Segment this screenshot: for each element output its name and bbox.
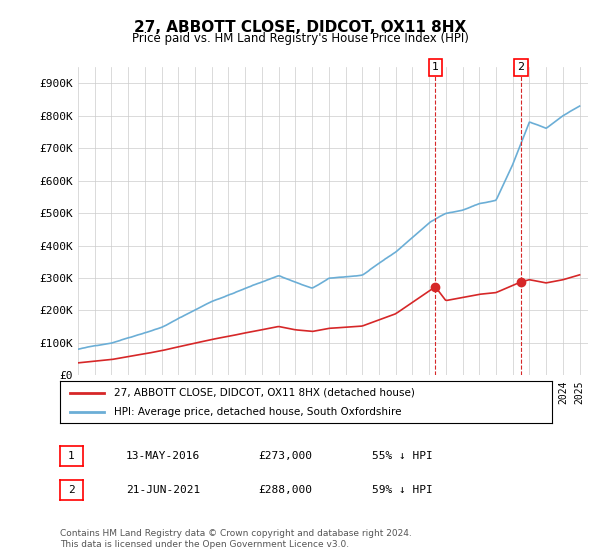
Text: 27, ABBOTT CLOSE, DIDCOT, OX11 8HX (detached house): 27, ABBOTT CLOSE, DIDCOT, OX11 8HX (deta… bbox=[114, 388, 415, 398]
Text: 21-JUN-2021: 21-JUN-2021 bbox=[126, 485, 200, 495]
Text: Price paid vs. HM Land Registry's House Price Index (HPI): Price paid vs. HM Land Registry's House … bbox=[131, 32, 469, 45]
Text: £288,000: £288,000 bbox=[258, 485, 312, 495]
Text: 2: 2 bbox=[68, 485, 75, 495]
Text: 59% ↓ HPI: 59% ↓ HPI bbox=[372, 485, 433, 495]
Text: HPI: Average price, detached house, South Oxfordshire: HPI: Average price, detached house, Sout… bbox=[114, 407, 401, 417]
Text: 55% ↓ HPI: 55% ↓ HPI bbox=[372, 451, 433, 461]
Text: 1: 1 bbox=[432, 62, 439, 72]
Text: 27, ABBOTT CLOSE, DIDCOT, OX11 8HX: 27, ABBOTT CLOSE, DIDCOT, OX11 8HX bbox=[134, 20, 466, 35]
Text: £273,000: £273,000 bbox=[258, 451, 312, 461]
Text: 1: 1 bbox=[68, 451, 75, 461]
Text: 2: 2 bbox=[517, 62, 524, 72]
Text: 13-MAY-2016: 13-MAY-2016 bbox=[126, 451, 200, 461]
Text: Contains HM Land Registry data © Crown copyright and database right 2024.
This d: Contains HM Land Registry data © Crown c… bbox=[60, 529, 412, 549]
